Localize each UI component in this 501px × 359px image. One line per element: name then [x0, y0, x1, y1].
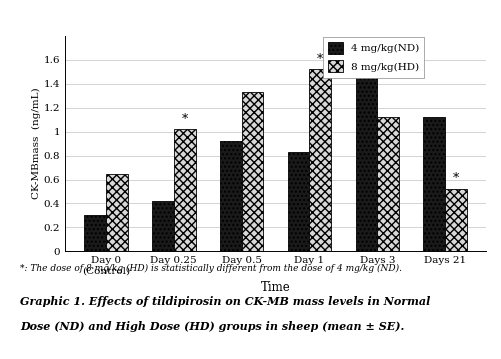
- Bar: [220, 141, 241, 251]
- Text: *: The dose of 8 mg/kg (HD) is statistically different from the dose of 4 mg/kg : *: The dose of 8 mg/kg (HD) is statistic…: [20, 264, 402, 273]
- X-axis label: Time: Time: [261, 281, 291, 294]
- Text: *: *: [181, 113, 188, 126]
- Bar: [84, 215, 106, 251]
- Bar: [377, 117, 399, 251]
- Y-axis label: CK-MBmass  (ng/mL): CK-MBmass (ng/mL): [32, 88, 41, 199]
- Legend: 4 mg/kg(ND), 8 mg/kg(HD): 4 mg/kg(ND), 8 mg/kg(HD): [323, 37, 424, 78]
- Text: Dose (ND) and High Dose (HD) groups in sheep (mean ± SE).: Dose (ND) and High Dose (HD) groups in s…: [20, 321, 404, 332]
- Text: *: *: [453, 172, 459, 186]
- Bar: [423, 117, 445, 251]
- Text: *: *: [317, 53, 324, 66]
- Bar: [356, 69, 377, 251]
- Bar: [241, 92, 264, 251]
- Bar: [106, 173, 128, 251]
- Text: Graphic 1. Effects of tildipirosin on CK-MB mass levels in Normal: Graphic 1. Effects of tildipirosin on CK…: [20, 296, 430, 307]
- Bar: [288, 152, 310, 251]
- Bar: [174, 129, 195, 251]
- Bar: [310, 69, 331, 251]
- Bar: [152, 201, 174, 251]
- Bar: [445, 189, 467, 251]
